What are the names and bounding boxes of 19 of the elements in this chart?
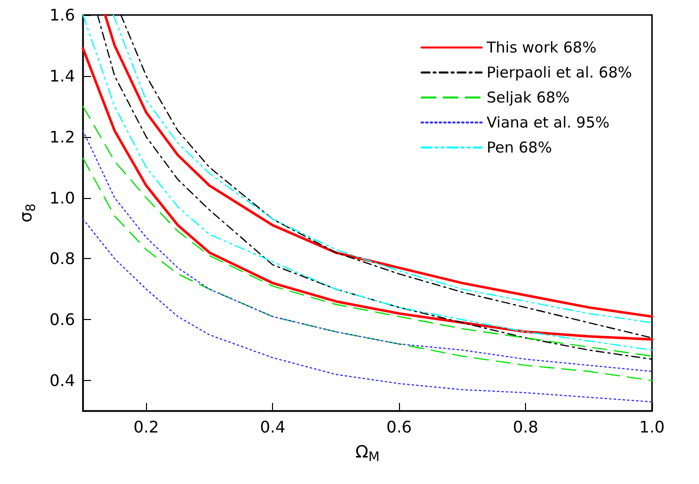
y-axis-title: σ8 bbox=[16, 203, 39, 223]
line-series bbox=[82, 218, 653, 402]
y-tick-label: 1.6 bbox=[50, 6, 75, 24]
legend-label: Seljak 68% bbox=[486, 88, 570, 106]
y-tick-label: 1.0 bbox=[50, 188, 75, 208]
legend-label: Pen 68% bbox=[486, 138, 552, 156]
legend-label: Viana et al. 95% bbox=[486, 114, 610, 132]
x-tick-label: 0.4 bbox=[260, 418, 286, 436]
legend-label: This work 68% bbox=[486, 38, 596, 56]
legend-label: Pierpaoli et al. 68% bbox=[486, 64, 632, 82]
y-tick-label: 0.4 bbox=[50, 371, 75, 390]
y-tick-label: 0.6 bbox=[50, 310, 75, 330]
y-tick-label: 1.4 bbox=[50, 66, 75, 86]
y-tick-label: 1.2 bbox=[50, 127, 75, 146]
y-tick-label: 0.8 bbox=[50, 249, 75, 268]
x-tick-label: 0.6 bbox=[386, 418, 412, 436]
x-tick-label: 1.0 bbox=[639, 418, 665, 436]
x-tick-label: 0.2 bbox=[133, 418, 159, 436]
x-tick-label: 0.8 bbox=[512, 418, 538, 436]
